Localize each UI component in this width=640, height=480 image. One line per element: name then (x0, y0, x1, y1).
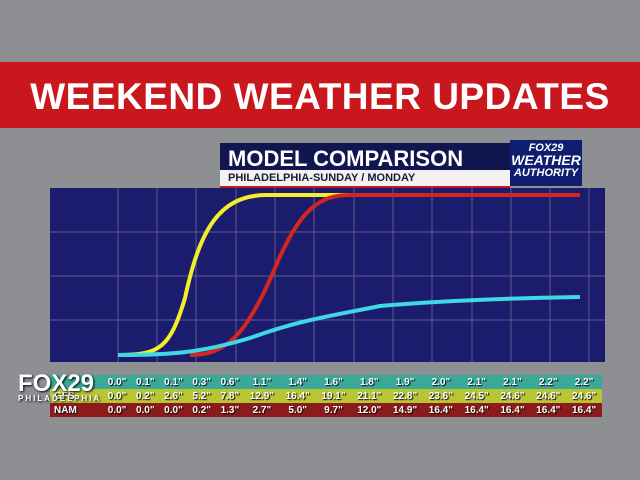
table-cell: 0.0" (103, 375, 132, 389)
table-cell: 2.1" (494, 375, 531, 389)
table-cell: 1.6" (315, 375, 352, 389)
table-cell: 1.9" (387, 375, 423, 389)
table-cell: 0.0" (159, 403, 188, 417)
table-cell: 1.3" (215, 403, 245, 417)
corner-logo-station: FOX29 (18, 370, 95, 397)
red-curve (189, 193, 580, 357)
table-cell: 2.1" (458, 375, 495, 389)
row-label: GFS (50, 389, 103, 403)
table-cell: 2.7" (244, 403, 280, 417)
cyan-curve (117, 295, 581, 357)
corner-logo: FOX29 PHILADELPHIA (18, 370, 101, 403)
table-cell: 16.4" (279, 389, 316, 403)
table-cell: 0.2" (131, 389, 160, 403)
table-cell: 7.8" (215, 389, 245, 403)
table-cell: 0.2" (187, 403, 216, 417)
row-label (50, 375, 103, 389)
banner: WEEKEND WEATHER UPDATES (0, 62, 640, 128)
table-cell: 2.2" (530, 375, 567, 389)
station-logo: FOX29 WEATHER AUTHORITY (510, 140, 582, 186)
table-cell: 24.6" (566, 389, 602, 403)
table-cell: 12.0" (351, 403, 388, 417)
plot-grid (50, 188, 605, 362)
table-cell: 0.0" (103, 403, 132, 417)
graphic-subtitle: PHILADELPHIA-SUNDAY / MONDAY (228, 172, 416, 184)
table-cell: 14.9" (387, 403, 423, 417)
table-row: 0.0" 0.1" 0.1" 0.3" 0.6" 1.1" 1.4" 1.6" 1.8" 1.9"… (50, 375, 602, 389)
corner-logo-city: PHILADELPHIA (18, 394, 102, 403)
table-cell: 0.0" (103, 389, 132, 403)
table-cell: 16.4" (530, 403, 567, 417)
graphic-header: MODEL COMPARISON (220, 143, 510, 171)
table-cell: 0.6" (215, 375, 245, 389)
table-cell: 5.2" (187, 389, 216, 403)
table-cell: 24.6" (494, 389, 531, 403)
table-cell: 1.4" (279, 375, 316, 389)
table-cell: 2.6" (159, 389, 188, 403)
table-cell: 16.4" (423, 403, 459, 417)
table-cell: 21.1" (351, 389, 388, 403)
table-cell: 5.0" (279, 403, 316, 417)
table-cell: 16.4" (458, 403, 495, 417)
table-cell: 12.9" (244, 389, 280, 403)
graphic-title: MODEL COMPARISON (228, 146, 464, 171)
table-row: NAM 0.0" 0.0" 0.0" 0.2" 1.3" 2.7" 5.0" 9.7" 12.0"… (50, 403, 602, 417)
table-cell: 0.1" (131, 375, 160, 389)
table-cell: 1.1" (244, 375, 280, 389)
model-plot (50, 188, 605, 362)
logo-line2: AUTHORITY (513, 167, 579, 179)
table-cell: 19.1" (315, 389, 352, 403)
yellow-curve (117, 193, 350, 357)
table-cell: 2.0" (423, 375, 459, 389)
table-cell: 24.5" (458, 389, 495, 403)
table-row: GFS 0.0" 0.2" 2.6" 5.2" 7.8" 12.9" 16.4" 19.1" 21… (50, 389, 602, 403)
graphic-subheader: PHILADELPHIA-SUNDAY / MONDAY (220, 170, 510, 189)
table-cell: 2.2" (566, 375, 602, 389)
table-cell: 0.1" (159, 375, 188, 389)
table-cell: 16.4" (566, 403, 602, 417)
table-cell: 0.0" (131, 403, 160, 417)
table-cell: 23.6" (423, 389, 459, 403)
row-label: NAM (50, 403, 103, 417)
plot-background (50, 188, 605, 362)
table-cell: 9.7" (315, 403, 352, 417)
model-table-body: 0.0" 0.1" 0.1" 0.3" 0.6" 1.1" 1.4" 1.6" 1.8" 1.9"… (50, 375, 602, 417)
table-cell: 0.3" (187, 375, 216, 389)
model-table: 0.0" 0.1" 0.1" 0.3" 0.6" 1.1" 1.4" 1.6" 1.8" 1.9"… (50, 375, 602, 417)
logo-station: FOX29 (528, 142, 564, 154)
logo-line1: WEATHER (511, 152, 581, 168)
table-cell: 24.6" (530, 389, 567, 403)
table-cell: 16.4" (494, 403, 531, 417)
table-cell: 22.8" (387, 389, 423, 403)
table-cell: 1.8" (351, 375, 388, 389)
banner-title: WEEKEND WEATHER UPDATES (30, 76, 610, 117)
